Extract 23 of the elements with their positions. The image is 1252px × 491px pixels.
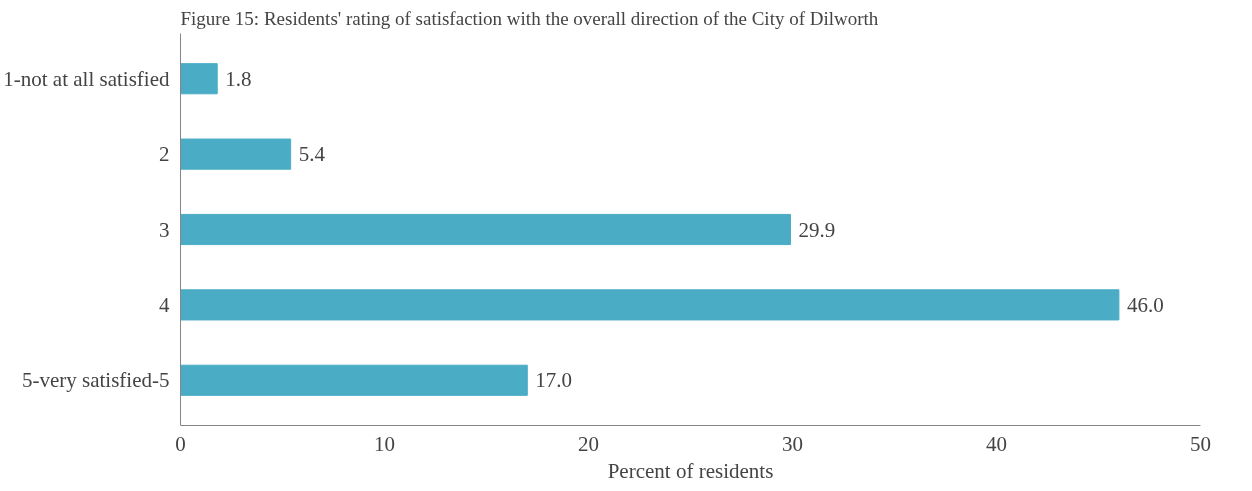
bar <box>180 213 791 246</box>
y-tick-label: 2 <box>159 142 170 167</box>
x-tick-label: 20 <box>578 431 599 456</box>
bar <box>180 138 292 170</box>
y-tick-label: 3 <box>159 217 170 242</box>
data-label: 5.4 <box>298 142 326 167</box>
x-axis-title: Percent of residents <box>607 458 774 483</box>
y-tick-label: 5-very satisfied-5 <box>21 368 170 393</box>
bar <box>180 289 1120 321</box>
x-tick-label: 10 <box>374 431 395 456</box>
x-tick-label: 30 <box>782 431 803 456</box>
x-tick-label: 50 <box>1190 431 1211 456</box>
data-label: 1.8 <box>225 66 252 91</box>
y-tick-label: 1-not at all satisfied <box>3 66 170 91</box>
x-tick-label: 0 <box>175 431 186 456</box>
chart-title: Figure 15: Residents' rating of satisfaction with the overall direction of the City of Dilworth <box>180 7 879 29</box>
data-label: 17.0 <box>535 368 573 393</box>
data-label: 46.0 <box>1126 292 1164 317</box>
data-label: 29.9 <box>798 217 836 242</box>
bar <box>180 63 218 95</box>
bar <box>180 364 528 396</box>
y-tick-label: 4 <box>159 292 170 317</box>
x-tick-label: 40 <box>986 431 1007 456</box>
